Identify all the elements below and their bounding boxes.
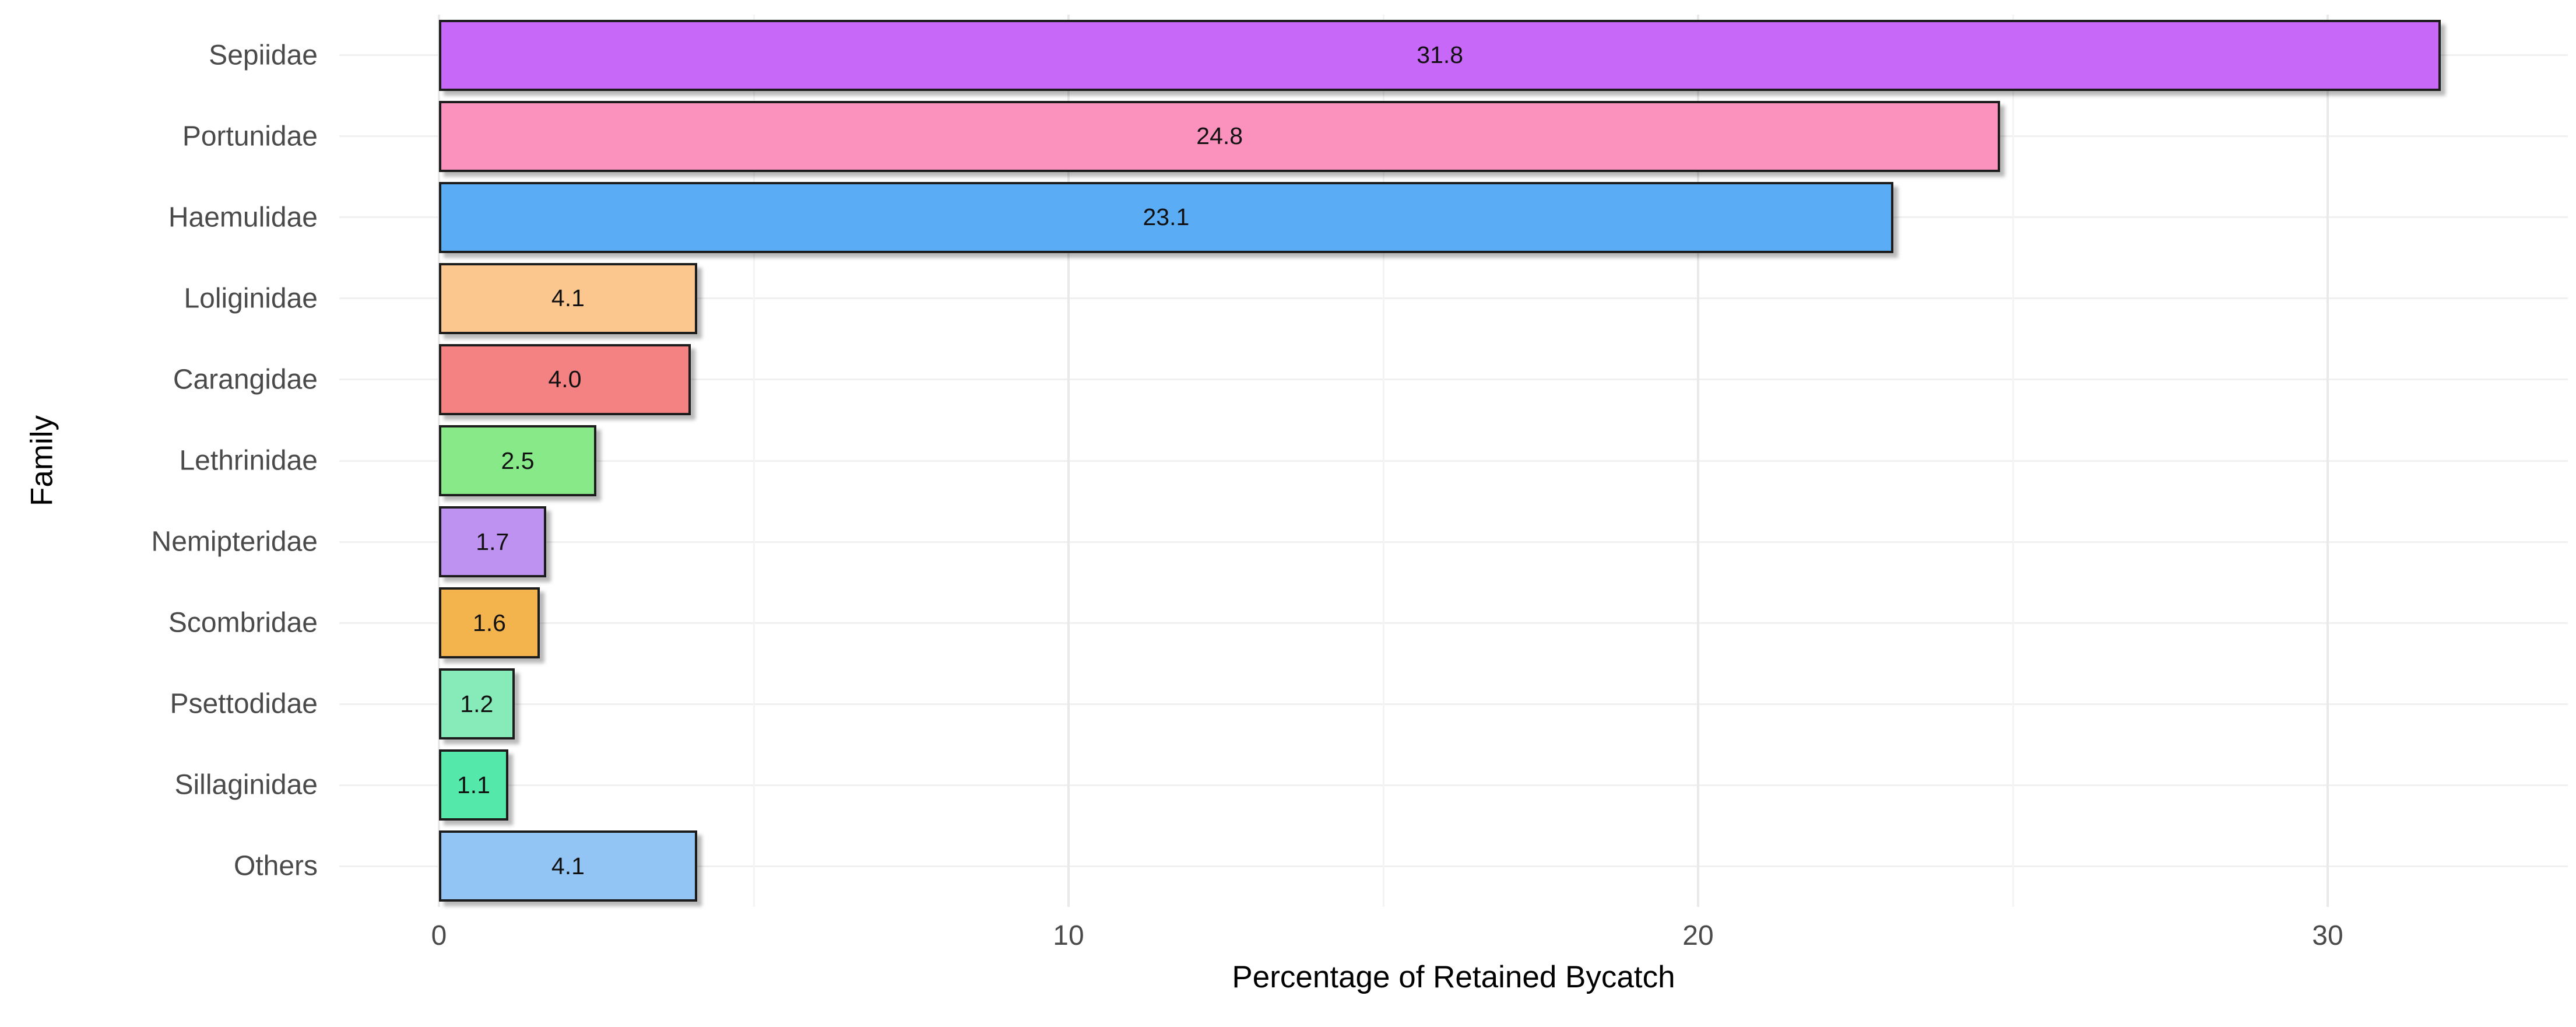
h-gridline-carangidae [339, 378, 2568, 381]
bar-sillaginidae: 1.1 [439, 749, 508, 821]
h-gridline-scombridae [339, 622, 2568, 624]
y-axis-title: Family [24, 415, 59, 507]
h-gridline-lethrinidae [339, 460, 2568, 462]
bar-loliginidae: 4.1 [439, 262, 697, 334]
x-axis-tick-label-10: 10 [1053, 920, 1084, 951]
h-gridline-sillaginidae [339, 784, 2568, 786]
y-axis-label-psettodidae: Psettodidae [170, 688, 318, 720]
v-gridline-minor-5 [753, 15, 755, 907]
bar-value-label-haemulidae: 23.1 [1143, 204, 1190, 231]
bar-value-label-others: 4.1 [551, 852, 585, 879]
x-axis-tick-label-30: 30 [2312, 920, 2343, 951]
bar-value-label-sillaginidae: 1.1 [456, 771, 490, 798]
y-axis-label-carangidae: Carangidae [173, 364, 318, 395]
bar-nemipteridae: 1.7 [439, 506, 546, 578]
bar-value-label-psettodidae: 1.2 [460, 690, 494, 717]
bar-sepiidae: 31.8 [439, 19, 2441, 91]
bar-scombridae: 1.6 [439, 587, 540, 659]
h-gridline-others [339, 865, 2568, 867]
y-axis-labels: Sepiidae Portunidae Haemulidae Loliginidae C… [0, 0, 318, 1027]
y-axis-label-sillaginidae: Sillaginidae [174, 769, 318, 801]
y-axis-label-loliginidae: Loliginidae [184, 283, 318, 314]
v-gridline-minor-25 [2012, 15, 2014, 907]
bar-value-label-sepiidae: 31.8 [1417, 41, 1464, 69]
y-axis-label-sepiidae: Sepiidae [209, 40, 318, 71]
y-axis-label-scombridae: Scombridae [168, 607, 318, 639]
v-gridline-major-30 [2327, 15, 2329, 907]
x-axis-tick-label-20: 20 [1682, 920, 1714, 951]
x-axis-tick-label-0: 0 [431, 920, 447, 951]
x-axis-title: Percentage of Retained Bycatch [1232, 960, 1675, 994]
bar-value-label-carangidae: 4.0 [548, 366, 582, 393]
bar-value-label-nemipteridae: 1.7 [476, 528, 509, 555]
bar-value-label-scombridae: 1.6 [472, 609, 506, 636]
bar-value-label-portunidae: 24.8 [1196, 122, 1243, 150]
y-axis-label-others: Others [233, 850, 318, 882]
v-gridline-major-10 [1067, 15, 1070, 907]
v-gridline-minor-15 [1382, 15, 1384, 907]
y-axis-label-haemulidae: Haemulidae [168, 202, 318, 233]
h-gridline-loliginidae [339, 297, 2568, 300]
bar-psettodidae: 1.2 [439, 668, 515, 740]
bar-carangidae: 4.0 [439, 343, 691, 415]
bar-value-label-loliginidae: 4.1 [551, 285, 585, 312]
bar-lethrinidae: 2.5 [439, 425, 596, 496]
bar-value-label-lethrinidae: 2.5 [501, 447, 535, 474]
y-axis-label-lethrinidae: Lethrinidae [179, 445, 318, 476]
h-gridline-nemipteridae [339, 541, 2568, 543]
h-gridline-psettodidae [339, 703, 2568, 705]
v-gridline-major-20 [1697, 15, 1699, 907]
y-axis-label-portunidae: Portunidae [182, 121, 318, 152]
bar-portunidae: 24.8 [439, 100, 2001, 172]
bar-haemulidae: 23.1 [439, 181, 1893, 253]
bar-others: 4.1 [439, 830, 697, 902]
y-axis-label-nemipteridae: Nemipteridae [151, 526, 318, 558]
plot-panel: 31.8 24.8 23.1 4.1 4.0 2.5 1.7 1.6 1.2 1.1 4.1 [339, 15, 2568, 907]
